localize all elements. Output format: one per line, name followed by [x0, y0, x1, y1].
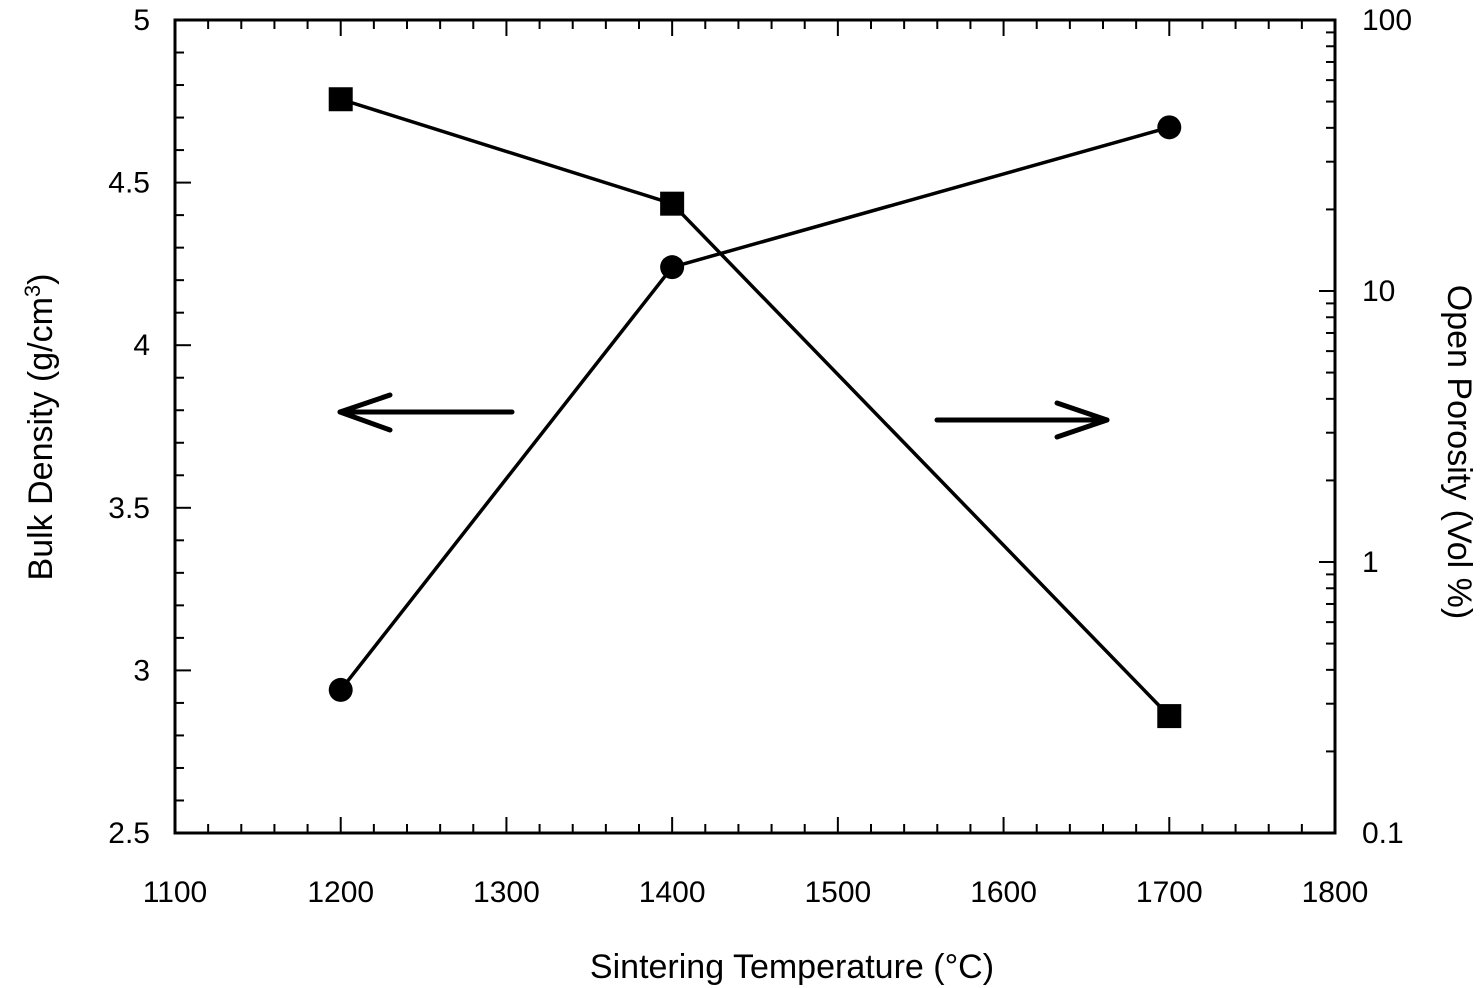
right-arrow-annotation: [934, 400, 1110, 440]
x-tick-label: 1600: [970, 876, 1037, 909]
x-tick-label: 1100: [143, 876, 208, 909]
bulk-density-point: [660, 255, 685, 280]
series-lines: [339, 97, 1171, 718]
x-tick-label: 1500: [804, 876, 871, 909]
y-left-tick-label: 3.5: [108, 492, 150, 525]
open-porosity-point: [1157, 704, 1182, 729]
bulk-density-point: [328, 677, 353, 702]
open-porosity-point: [328, 87, 353, 112]
y-right-tick-label: 1: [1362, 546, 1379, 579]
x-tick-label: 1700: [1136, 876, 1203, 909]
left-y-axis-title: Bulk Density (g/cm3): [20, 274, 60, 581]
y-right-tick-label: 10: [1362, 275, 1395, 308]
bulk-density-line: [339, 125, 1170, 691]
left-arrow-annotation: [337, 392, 515, 433]
data-markers: [328, 87, 1182, 729]
y-left-tick-label: 2.5: [108, 817, 150, 850]
y-left-tick-label: 5: [133, 4, 150, 37]
y-left-tick-label: 4.5: [108, 167, 150, 200]
tick-labels: 1100 1200 1300 1400 1500 1600 1700 18002.533.54…: [108, 4, 1412, 909]
bulk-density-point: [1157, 115, 1182, 140]
right-y-axis-title: Open Porosity (Vol %): [1440, 285, 1478, 619]
x-tick-label: 1800: [1302, 876, 1369, 909]
x-tick-label: 1300: [473, 876, 540, 909]
y-left-tick-label: 4: [133, 329, 150, 362]
axis-ticks: [174, 19, 1336, 834]
x-tick-label: 1400: [639, 876, 706, 909]
y-right-tick-label: 0.1: [1362, 817, 1404, 850]
x-axis-title: Sintering Temperature (°C): [590, 948, 994, 986]
open-porosity-line: [340, 97, 1171, 718]
y-left-tick-label: 3: [133, 654, 150, 687]
x-tick-label: 1200: [307, 876, 374, 909]
y-right-tick-label: 100: [1362, 4, 1412, 37]
plot-frame: [173, 18, 1337, 835]
open-porosity-point: [660, 191, 685, 216]
